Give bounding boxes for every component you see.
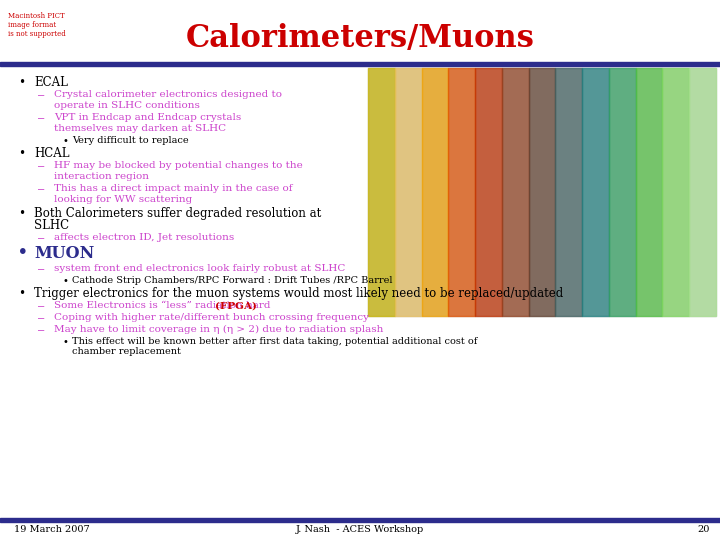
Text: •: • [62,337,68,347]
Text: –: – [38,113,44,123]
Bar [0,62,720,66]
Text: looking for WW scattering: looking for WW scattering [54,195,192,204]
Text: •: • [18,245,27,260]
Text: –: – [38,301,44,312]
Text: Very difficult to replace: Very difficult to replace [72,136,189,145]
Bar [475,68,502,316]
Text: operate in SLHC conditions: operate in SLHC conditions [54,101,200,110]
Text: themselves may darken at SLHC: themselves may darken at SLHC [54,124,226,133]
Text: –: – [38,161,44,171]
Text: –: – [38,184,44,194]
Text: chamber replacement: chamber replacement [72,347,181,356]
Text: VPT in Endcap and Endcap crystals: VPT in Endcap and Endcap crystals [54,113,241,122]
Text: Crystal calorimeter electronics designed to: Crystal calorimeter electronics designed… [54,90,282,99]
Text: Cathode Strip Chambers/RPC Forward : Drift Tubes /RPC Barrel: Cathode Strip Chambers/RPC Forward : Dri… [72,276,392,285]
Text: Coping with higher rate/different bunch crossing frequency: Coping with higher rate/different bunch … [54,313,369,322]
Text: Both Calorimeters suffer degraded resolution at: Both Calorimeters suffer degraded resolu… [34,207,321,220]
Bar [421,68,449,316]
Bar [528,68,555,316]
Text: MUON: MUON [34,245,94,262]
Text: •: • [62,136,68,146]
Text: –: – [38,325,44,335]
Bar [0,518,720,522]
Text: system front end electronics look fairly robust at SLHC: system front end electronics look fairly… [54,264,346,273]
Text: This has a direct impact mainly in the case of: This has a direct impact mainly in the c… [54,184,292,193]
Text: 20: 20 [698,525,710,535]
Bar [636,68,662,316]
Text: SLHC: SLHC [34,219,69,232]
Text: •: • [18,207,25,220]
Text: –: – [38,313,44,323]
Bar [582,68,609,316]
Text: May have to limit coverage in η (η > 2) due to radiation splash: May have to limit coverage in η (η > 2) … [54,325,383,334]
Text: •: • [18,287,25,300]
Text: Calorimeters/Muons: Calorimeters/Muons [186,23,534,53]
Text: HF may be blocked by potential changes to the: HF may be blocked by potential changes t… [54,161,302,170]
Bar [395,68,421,316]
Bar [368,68,716,316]
Text: affects electron ID, Jet resolutions: affects electron ID, Jet resolutions [54,233,234,242]
Text: •: • [18,76,25,89]
Text: ECAL: ECAL [34,76,68,89]
Text: –: – [38,233,44,244]
Text: •: • [18,147,25,160]
Bar [662,68,689,316]
Bar [555,68,582,316]
Text: Some Electronics is “less” radiation hard: Some Electronics is “less” radiation har… [54,301,277,310]
Text: –: – [38,264,44,274]
Text: This effect will be known better after first data taking, potential additional c: This effect will be known better after f… [72,337,477,346]
Text: 19 March 2007: 19 March 2007 [14,525,90,535]
Text: HCAL: HCAL [34,147,70,160]
Text: –: – [38,90,44,100]
Bar [609,68,636,316]
Bar [368,68,395,316]
Text: •: • [62,276,68,286]
Bar [449,68,475,316]
Text: (FPGA): (FPGA) [215,301,257,310]
Bar [502,68,528,316]
Bar [689,68,716,316]
Text: Macintosh PICT
image format
is not supported: Macintosh PICT image format is not suppo… [8,12,66,38]
Text: Trigger electronics for the muon systems would most likely need to be replaced/u: Trigger electronics for the muon systems… [34,287,563,300]
Text: interaction region: interaction region [54,172,149,181]
Text: J. Nash  - ACES Workshop: J. Nash - ACES Workshop [296,525,424,535]
